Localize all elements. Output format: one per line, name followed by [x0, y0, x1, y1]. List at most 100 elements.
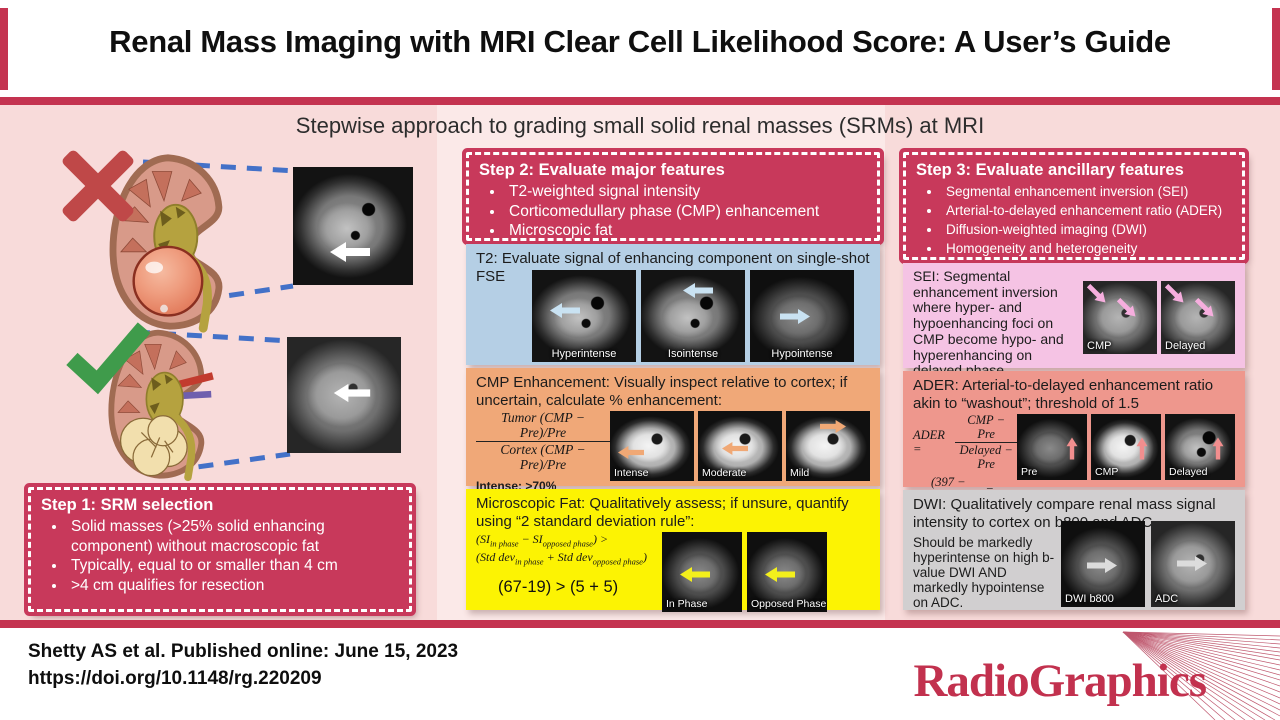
- ader-panel: ADER: Arterial-to-delayed enhancement ra…: [903, 371, 1245, 519]
- page-title: Renal Mass Imaging with MRI Clear Cell L…: [109, 24, 1171, 59]
- t2-isointense-mri-thumbnail: Isointense: [641, 270, 745, 362]
- bullet-item: Solid masses (>25% solid enhancing compo…: [67, 517, 376, 556]
- right-arrow-icon: [780, 309, 810, 324]
- subtitle: Stepwise approach to grading small solid…: [295, 113, 985, 138]
- t2-thumbnails: Hyperintense Isointense Hypointense: [532, 270, 854, 362]
- step3-box: Step 3: Evaluate ancillary features Segm…: [903, 152, 1245, 260]
- mri-label: CMP: [1087, 340, 1112, 352]
- formula-part: ) >: [592, 532, 609, 546]
- sei-panel: SEI: Segmental enhancement inversion whe…: [903, 263, 1245, 394]
- bullet-item: Segmental enhancement inversion (SEI): [942, 182, 1232, 201]
- mri-label: Intense: [614, 467, 649, 479]
- sei-delayed-mri-thumbnail: Delayed: [1161, 281, 1235, 354]
- bullet-item: Microscopic fat: [505, 221, 867, 241]
- dwi-description: Should be markedly hyperintense on high …: [913, 535, 1055, 610]
- formula-numerator: CMP − Pre: [955, 413, 1017, 443]
- bullet-item: Arterial-to-delayed enhancement ratio (A…: [942, 201, 1232, 220]
- mri-label: DWI b800: [1065, 593, 1114, 605]
- step1-title: Step 1: SRM selection: [41, 496, 214, 514]
- mri-label: Pre: [1021, 466, 1038, 478]
- cmp-enhancement-formula: Tumor (CMP − Pre)/Pre Cortex (CMP − Pre)…: [476, 410, 610, 472]
- adc-mri-thumbnail: ADC: [1151, 521, 1235, 607]
- mri-label: CMP: [1095, 466, 1119, 478]
- formula-subscript: opposed phase: [542, 538, 593, 549]
- mri-label: Delayed: [1165, 340, 1206, 352]
- mri-label: Opposed Phase: [751, 598, 827, 610]
- up-arrow-icon: [1066, 437, 1078, 460]
- ader-heading: ADER: Arterial-to-delayed enhancement ra…: [913, 377, 1214, 412]
- formula-subscript: in phase: [514, 556, 544, 567]
- formula-subscript: opposed phase: [592, 556, 643, 567]
- zoom-connector-lines: [134, 159, 297, 477]
- t2-panel: T2: Evaluate signal of enhancing compone…: [466, 244, 880, 365]
- two-sd-rule-formula: (SIin phase − SIopposed phase) > (Std de…: [476, 532, 662, 569]
- bullet-item: Homogeneity and heterogeneity: [942, 239, 1232, 258]
- mri-label: Delayed: [1169, 466, 1208, 478]
- left-arrow-icon: [765, 567, 795, 582]
- step1-bullet-list: Solid masses (>25% solid enhancing compo…: [41, 517, 399, 595]
- grade-intense: Intense: >70%: [476, 478, 557, 493]
- microscopic-fat-panel: Microscopic Fat: Qualitatively assess; i…: [466, 489, 880, 612]
- citation-block: Shetty AS et al. Published online: June …: [28, 638, 458, 692]
- left-arrow-icon: [618, 446, 644, 459]
- t2-hyperintense-mri-thumbnail: Hyperintense: [532, 270, 636, 362]
- mri-label: Hypointense: [771, 348, 833, 360]
- left-accent-bar: [0, 8, 8, 90]
- formula-lhs: ADER =: [913, 428, 945, 456]
- diagonal-arrow-icon: [1162, 281, 1188, 307]
- step3-bullet-list: Segmental enhancement inversion (SEI) Ar…: [916, 182, 1232, 258]
- step2-bullet-list: T2-weighted signal intensity Corticomedu…: [479, 182, 867, 241]
- cmp-moderate-mri-thumbnail: Moderate: [698, 411, 782, 481]
- right-arrow-icon: [820, 420, 846, 433]
- right-accent-bar: [1272, 8, 1280, 90]
- bullet-item: >4 cm qualifies for resection: [67, 576, 376, 596]
- right-arrow-icon: [1087, 558, 1117, 573]
- mri-label: Isointense: [667, 348, 719, 360]
- t2-heading: T2: Evaluate signal of enhancing compone…: [476, 250, 870, 285]
- fat-heading: Microscopic Fat: Qualitatively assess; i…: [476, 495, 849, 530]
- cmp-mild-mri-thumbnail: Mild: [786, 411, 870, 481]
- right-arrow-icon: [1177, 556, 1207, 571]
- content-area: Stepwise approach to grading small solid…: [0, 105, 1280, 620]
- left-arrow-icon: [683, 283, 713, 298]
- ader-cmp-mri-thumbnail: CMP: [1091, 414, 1161, 480]
- fan-lines-decoration: [1122, 631, 1280, 720]
- ader-thumbnails: Pre CMP Delayed: [1017, 414, 1235, 520]
- sei-thumbnails: CMP Delayed: [1083, 281, 1235, 395]
- step3-title: Step 3: Evaluate ancillary features: [916, 161, 1184, 179]
- bullet-item: Corticomedullary phase (CMP) enhancement: [505, 202, 867, 222]
- up-arrow-icon: [1212, 437, 1224, 460]
- title-bar: Renal Mass Imaging with MRI Clear Cell L…: [0, 0, 1280, 97]
- fat-example-values: (67-19) > (5 + 5): [498, 577, 619, 596]
- mri-label: Moderate: [702, 467, 747, 479]
- formula-numerator: Tumor (CMP − Pre)/Pre: [476, 410, 610, 442]
- bullet-item: Diffusion-weighted imaging (DWI): [942, 220, 1232, 239]
- mri-label: Hyperintense: [551, 348, 617, 360]
- mri-label: Mild: [790, 467, 810, 479]
- fat-thumbnails: In Phase Opposed Phase: [662, 532, 827, 612]
- dwi-b800-mri-thumbnail: DWI b800: [1061, 521, 1145, 607]
- ader-formula: ADER = CMP − Pre Delayed − Pre: [913, 413, 1017, 471]
- opposed-phase-mri-thumbnail: Opposed Phase: [747, 532, 827, 612]
- in-phase-mri-thumbnail: In Phase: [662, 532, 742, 612]
- dwi-thumbnails: DWI b800 ADC: [1061, 521, 1235, 610]
- step2-title: Step 2: Evaluate major features: [479, 161, 725, 179]
- diagonal-arrow-icon: [1084, 281, 1110, 307]
- left-arrow-icon: [333, 383, 371, 403]
- diagonal-arrow-icon: [1114, 295, 1140, 321]
- bullet-item: T2-weighted signal intensity: [505, 182, 867, 202]
- x-mark-icon: [62, 150, 134, 222]
- diagonal-arrow-icon: [1192, 295, 1218, 321]
- bullet-item: Typically, equal to or smaller than 4 cm: [67, 556, 376, 576]
- checkmark-icon: [66, 322, 151, 395]
- bottom-divider-bar: [0, 620, 1280, 628]
- left-arrow-icon: [722, 442, 748, 455]
- sei-cmp-mri-thumbnail: CMP: [1083, 281, 1157, 354]
- formula-denominator: Delayed − Pre: [959, 443, 1013, 471]
- left-arrow-icon: [330, 242, 370, 262]
- citation-line: Shetty AS et al. Published online: June …: [28, 641, 459, 662]
- formula-subscript: in phase: [490, 538, 519, 549]
- cmp-thumbnails: Intense Moderate Mild: [610, 411, 870, 520]
- mri-label: ADC: [1155, 593, 1179, 605]
